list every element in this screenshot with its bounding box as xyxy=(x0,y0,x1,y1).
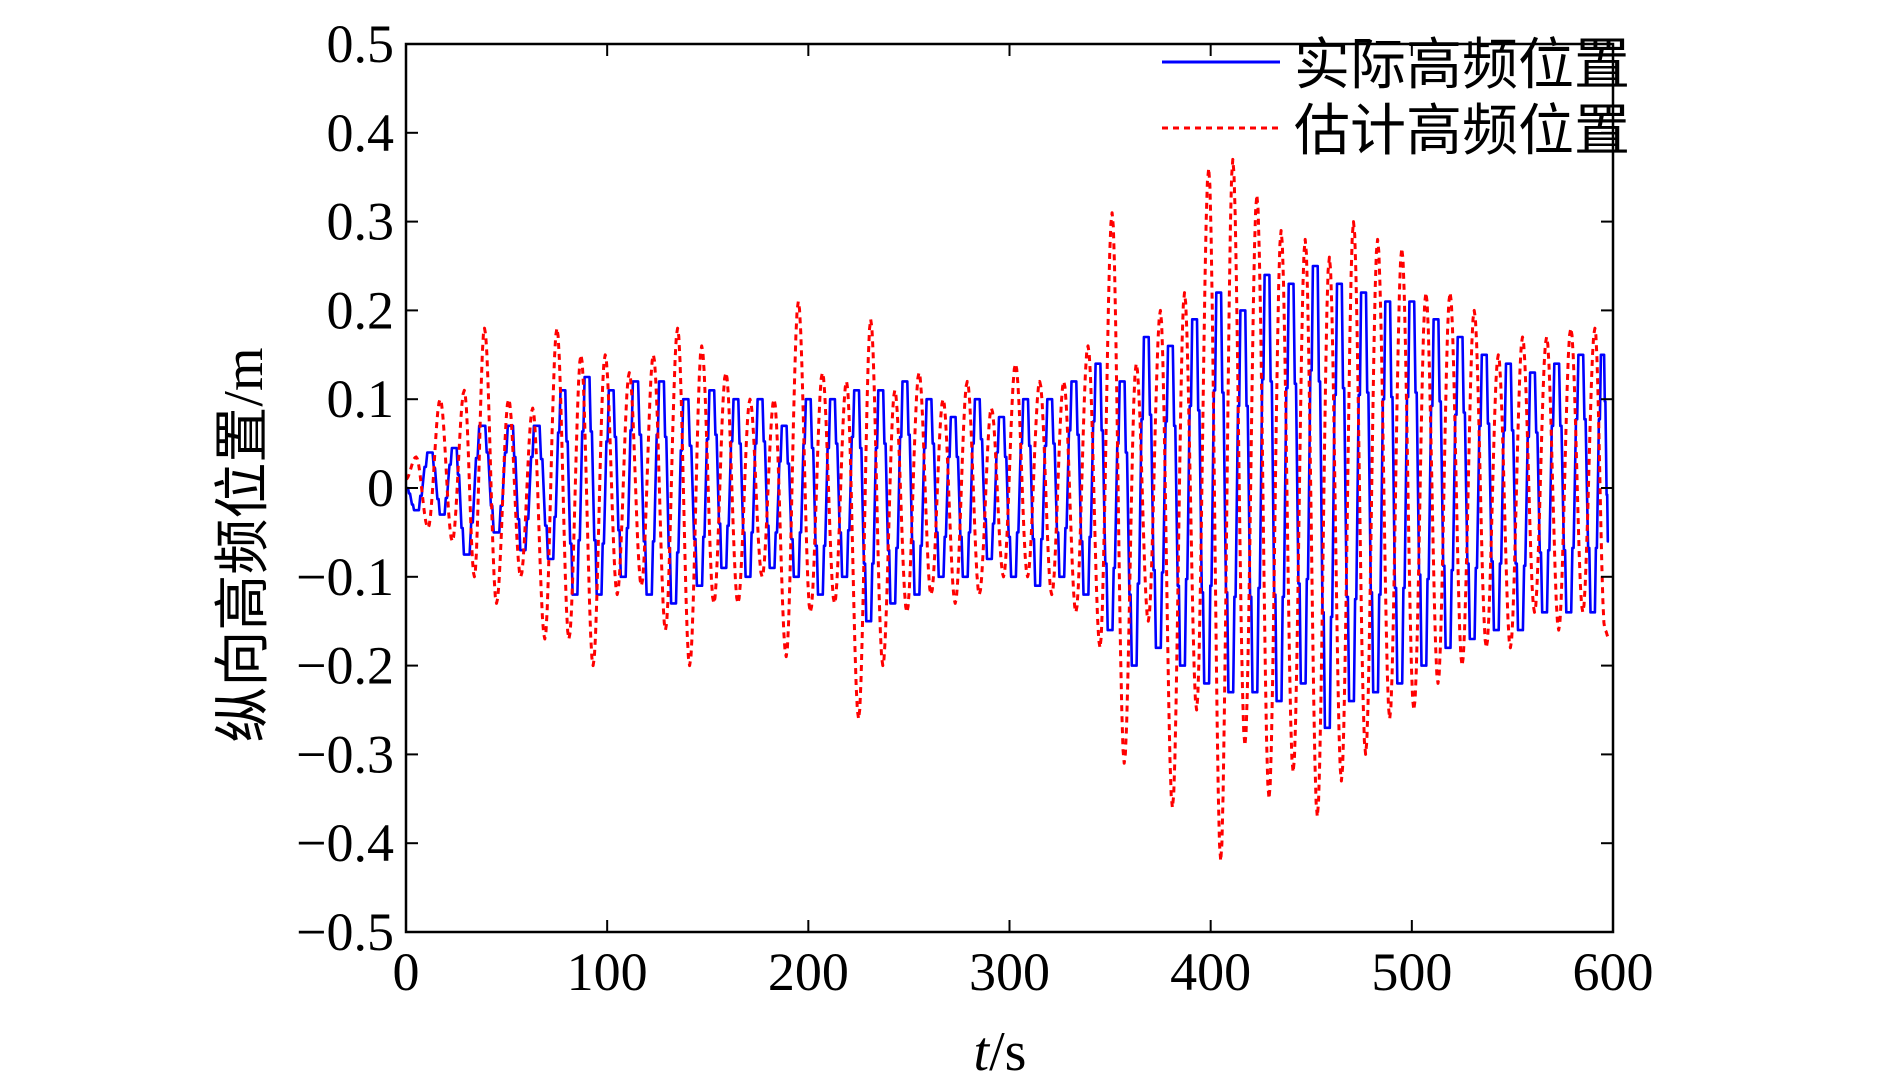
y-tick-label: 0.5 xyxy=(327,14,395,74)
x-axis-label-unit: /s xyxy=(989,1021,1026,1083)
plot-area: 0 100 200 300 400 500 600 0.5 0.4 0.3 0.2 0.1 0 −0.1… xyxy=(296,14,1653,1002)
x-axis-label-variable: t xyxy=(974,1021,991,1083)
x-tick-label: 400 xyxy=(1170,942,1251,1002)
x-tick-label: 0 xyxy=(393,942,420,1002)
y-tick-label: 0 xyxy=(367,458,394,518)
series-layer xyxy=(406,157,1611,863)
legend-label-estimated: 估计高频位置 xyxy=(1294,99,1630,164)
legend-label-actual: 实际高频位置 xyxy=(1294,33,1630,98)
x-tick-label: 200 xyxy=(768,942,849,1002)
y-tick-label: 0.3 xyxy=(327,192,395,252)
y-tick-label: −0.5 xyxy=(296,902,394,962)
y-axis: 0.5 0.4 0.3 0.2 0.1 0 −0.1 −0.2 −0.3 −0.4 −0.5 xyxy=(296,14,1613,962)
y-tick-label: −0.1 xyxy=(296,547,394,607)
y-axis-label: 纵向高频位置/m xyxy=(213,347,275,742)
x-tick-label: 100 xyxy=(567,942,648,1002)
x-tick-label: 300 xyxy=(969,942,1050,1002)
x-axis: 0 100 200 300 400 500 600 xyxy=(393,44,1654,1002)
y-tick-label: −0.4 xyxy=(296,813,394,873)
y-tick-label: 0.4 xyxy=(327,103,395,163)
series-line-actual xyxy=(406,264,1610,730)
y-tick-label: 0.1 xyxy=(327,369,395,429)
y-tick-label: 0.2 xyxy=(327,280,395,340)
legend: 实际高频位置 估计高频位置 xyxy=(1162,33,1630,164)
x-axis-label: t/s xyxy=(974,1021,1027,1083)
x-tick-label: 600 xyxy=(1573,942,1654,1002)
series-line-estimated xyxy=(406,157,1611,863)
y-tick-label: −0.3 xyxy=(296,724,394,784)
x-tick-label: 500 xyxy=(1371,942,1452,1002)
y-tick-label: −0.2 xyxy=(296,636,394,696)
